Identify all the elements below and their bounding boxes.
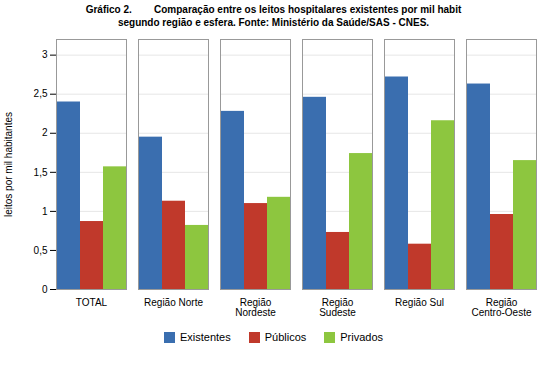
svg-text:0: 0 xyxy=(42,284,48,295)
html-text:Públicos: Públicos xyxy=(264,331,307,343)
svg-text:2,5: 2,5 xyxy=(34,88,48,99)
svg-text:RegiãoNordeste: RegiãoNordeste xyxy=(235,297,276,318)
svg-text:3: 3 xyxy=(42,49,48,60)
svg-text:leitos por mil habitantes: leitos por mil habitantes xyxy=(3,112,14,217)
html-text:segundo região e esfera. Fonte: segundo região e esfera. Fonte: Ministér… xyxy=(117,17,430,28)
html-text:Existentes: Existentes xyxy=(179,331,231,343)
svg-text:TOTAL: TOTAL xyxy=(76,297,108,308)
svg-text:Região Norte: Região Norte xyxy=(144,297,203,308)
svg-text:1,5: 1,5 xyxy=(34,167,48,178)
svg-text:1: 1 xyxy=(42,206,48,217)
svg-text:2: 2 xyxy=(42,127,48,138)
svg-text:0,5: 0,5 xyxy=(34,245,48,256)
html-text:Privados: Privados xyxy=(340,331,384,343)
svg-text:RegiãoCentro-Oeste: RegiãoCentro-Oeste xyxy=(471,297,531,318)
svg-text:RegiãoSudeste: RegiãoSudeste xyxy=(319,297,356,318)
svg-text:Região Sul: Região Sul xyxy=(395,297,444,308)
html-text:Gráfico 2. Comparação entre os: Gráfico 2. Comparação entre os leitos ho… xyxy=(85,4,462,15)
